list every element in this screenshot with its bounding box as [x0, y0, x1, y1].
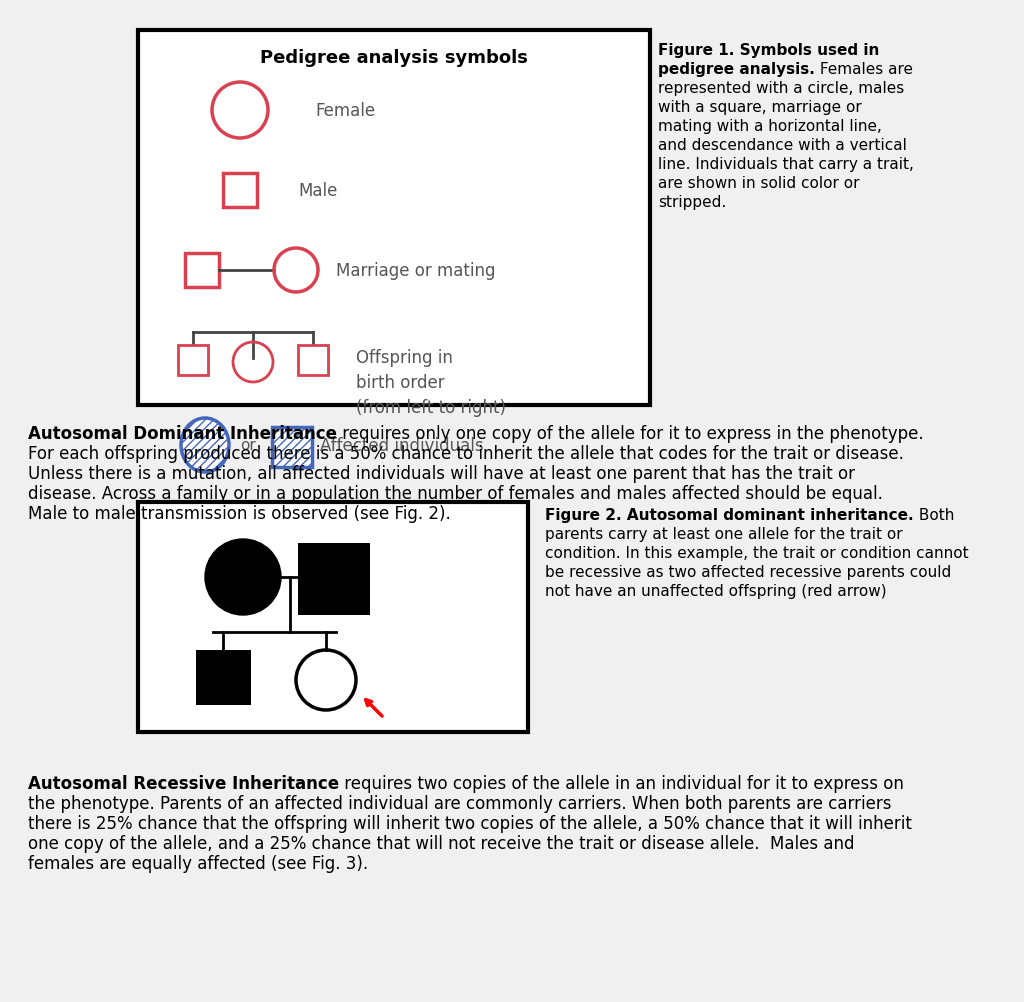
Ellipse shape [181, 419, 229, 473]
Text: Figure 2. Autosomal dominant inheritance.: Figure 2. Autosomal dominant inheritance… [545, 507, 913, 522]
Text: Autosomal Dominant Inheritance: Autosomal Dominant Inheritance [28, 425, 337, 443]
Text: condition. In this example, the trait or condition cannot: condition. In this example, the trait or… [545, 545, 969, 560]
Text: disease. Across a family or in a population the number of females and males affe: disease. Across a family or in a populat… [28, 485, 883, 502]
Text: Females are: Females are [815, 62, 912, 77]
Text: Male to male transmission is observed (see Fig. 2).: Male to male transmission is observed (s… [28, 504, 451, 522]
Text: the phenotype. Parents of an affected individual are commonly carriers. When bot: the phenotype. Parents of an affected in… [28, 795, 892, 813]
Text: Autosomal Recessive Inheritance: Autosomal Recessive Inheritance [28, 775, 339, 793]
Text: not have an unaffected offspring (red arrow): not have an unaffected offspring (red ar… [545, 583, 887, 598]
Text: requires only one copy of the allele for it to express in the phenotype.: requires only one copy of the allele for… [337, 425, 924, 443]
Text: parents carry at least one allele for the trait or: parents carry at least one allele for th… [545, 526, 902, 541]
Text: Marriage or mating: Marriage or mating [336, 262, 496, 280]
Text: represented with a circle, males: represented with a circle, males [658, 81, 904, 96]
Text: there is 25% chance that the offspring will inherit two copies of the allele, a : there is 25% chance that the offspring w… [28, 815, 912, 833]
Text: and descendance with a vertical: and descendance with a vertical [658, 138, 907, 153]
Text: are shown in solid color or: are shown in solid color or [658, 175, 859, 190]
FancyBboxPatch shape [138, 502, 528, 732]
Text: mating with a horizontal line,: mating with a horizontal line, [658, 119, 882, 134]
FancyBboxPatch shape [196, 650, 251, 705]
Circle shape [205, 539, 281, 615]
Text: Unless there is a mutation, all affected individuals will have at least one pare: Unless there is a mutation, all affected… [28, 465, 855, 483]
Text: females are equally affected (see Fig. 3).: females are equally affected (see Fig. 3… [28, 854, 368, 872]
Text: Affected individuals: Affected individuals [319, 437, 483, 455]
Text: Pedigree analysis symbols: Pedigree analysis symbols [260, 49, 528, 67]
Text: be recessive as two affected recessive parents could: be recessive as two affected recessive p… [545, 564, 951, 579]
Text: pedigree analysis.: pedigree analysis. [658, 62, 815, 77]
Text: Figure 1. Symbols used in: Figure 1. Symbols used in [658, 43, 880, 58]
Text: one copy of the allele, and a 25% chance that will not receive the trait or dise: one copy of the allele, and a 25% chance… [28, 835, 854, 852]
Text: Female: Female [315, 102, 375, 120]
Text: requires two copies of the allele in an individual for it to express on: requires two copies of the allele in an … [339, 775, 904, 793]
FancyBboxPatch shape [185, 254, 219, 288]
Text: Both: Both [913, 507, 954, 522]
Text: stripped.: stripped. [658, 194, 726, 209]
FancyBboxPatch shape [298, 543, 370, 615]
Text: line. Individuals that carry a trait,: line. Individuals that carry a trait, [658, 157, 913, 171]
Text: Offspring in
birth order
(from left to right): Offspring in birth order (from left to r… [356, 349, 506, 417]
FancyBboxPatch shape [223, 173, 257, 207]
FancyBboxPatch shape [178, 346, 208, 376]
Text: with a square, marriage or: with a square, marriage or [658, 100, 862, 115]
FancyBboxPatch shape [272, 428, 312, 468]
Text: For each offspring produced there is a 50% chance to inherit the allele that cod: For each offspring produced there is a 5… [28, 445, 904, 463]
Text: or: or [240, 438, 256, 453]
FancyBboxPatch shape [138, 31, 650, 406]
FancyBboxPatch shape [298, 346, 328, 376]
Text: Male: Male [298, 181, 337, 199]
